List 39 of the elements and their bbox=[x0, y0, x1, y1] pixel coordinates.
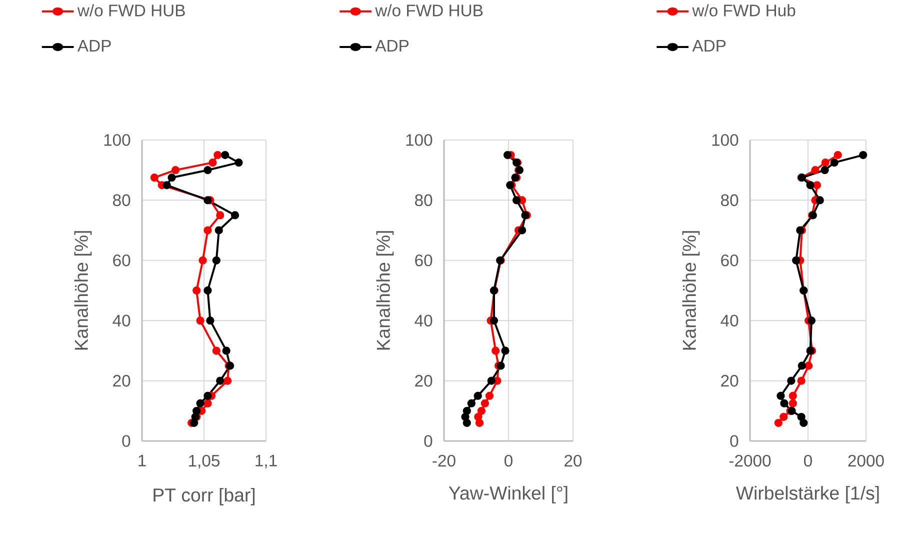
legend-label: ADP bbox=[692, 40, 726, 52]
y-tick-label: 60 bbox=[415, 254, 432, 266]
x-tick-label: -2000 bbox=[729, 454, 771, 467]
x-tick-label: 0 bbox=[804, 454, 812, 467]
y-tick-label: 0 bbox=[730, 435, 738, 447]
x-tick-label: 0 bbox=[504, 454, 512, 467]
y-tick-label: 20 bbox=[113, 374, 130, 387]
x-tick-label: 20 bbox=[564, 454, 582, 467]
y-tick-label: 60 bbox=[113, 254, 130, 266]
y-tick-label: 80 bbox=[415, 194, 432, 206]
x-tick-label: 1 bbox=[138, 454, 146, 466]
y-tick-label: 40 bbox=[720, 314, 738, 326]
legend-label: w/o FWD HUB bbox=[77, 4, 185, 16]
x-axis-title: PT corr [bar] bbox=[154, 488, 255, 506]
legend-label: ADP bbox=[77, 40, 111, 52]
y-tick-label: 80 bbox=[113, 194, 130, 206]
y-axis-title: Kanalhöhe [%] bbox=[74, 231, 92, 350]
x-axis-title: Yaw-Winkel [°] bbox=[448, 486, 568, 504]
y-axis-title: Kanalhöhe [%] bbox=[376, 231, 394, 350]
y-axis-title: Kanalhöhe [%] bbox=[682, 231, 700, 350]
x-tick-label: 1,1 bbox=[256, 454, 277, 468]
y-tick-label: 0 bbox=[424, 435, 432, 447]
y-tick-label: 40 bbox=[112, 314, 130, 326]
x-tick-label: 2000 bbox=[848, 454, 884, 467]
y-tick-label: 100 bbox=[406, 134, 432, 146]
y-tick-label: 40 bbox=[414, 314, 432, 326]
x-tick-label: 1,05 bbox=[189, 454, 220, 469]
y-tick-label: 80 bbox=[721, 194, 738, 206]
y-tick-label: 100 bbox=[104, 134, 130, 146]
legend-label: ADP bbox=[375, 40, 409, 52]
y-tick-label: 60 bbox=[721, 254, 738, 266]
y-tick-label: 20 bbox=[721, 374, 738, 387]
legend-label: w/o FWD HUB bbox=[375, 4, 483, 16]
legend-label: w/o FWD Hub bbox=[692, 4, 796, 16]
y-tick-label: 20 bbox=[415, 374, 432, 387]
x-tick-label: -20 bbox=[432, 454, 456, 467]
y-tick-label: 100 bbox=[712, 134, 738, 146]
y-tick-label: 0 bbox=[122, 435, 130, 447]
x-axis-title: Wirbelstärke [1/s] bbox=[736, 486, 879, 504]
